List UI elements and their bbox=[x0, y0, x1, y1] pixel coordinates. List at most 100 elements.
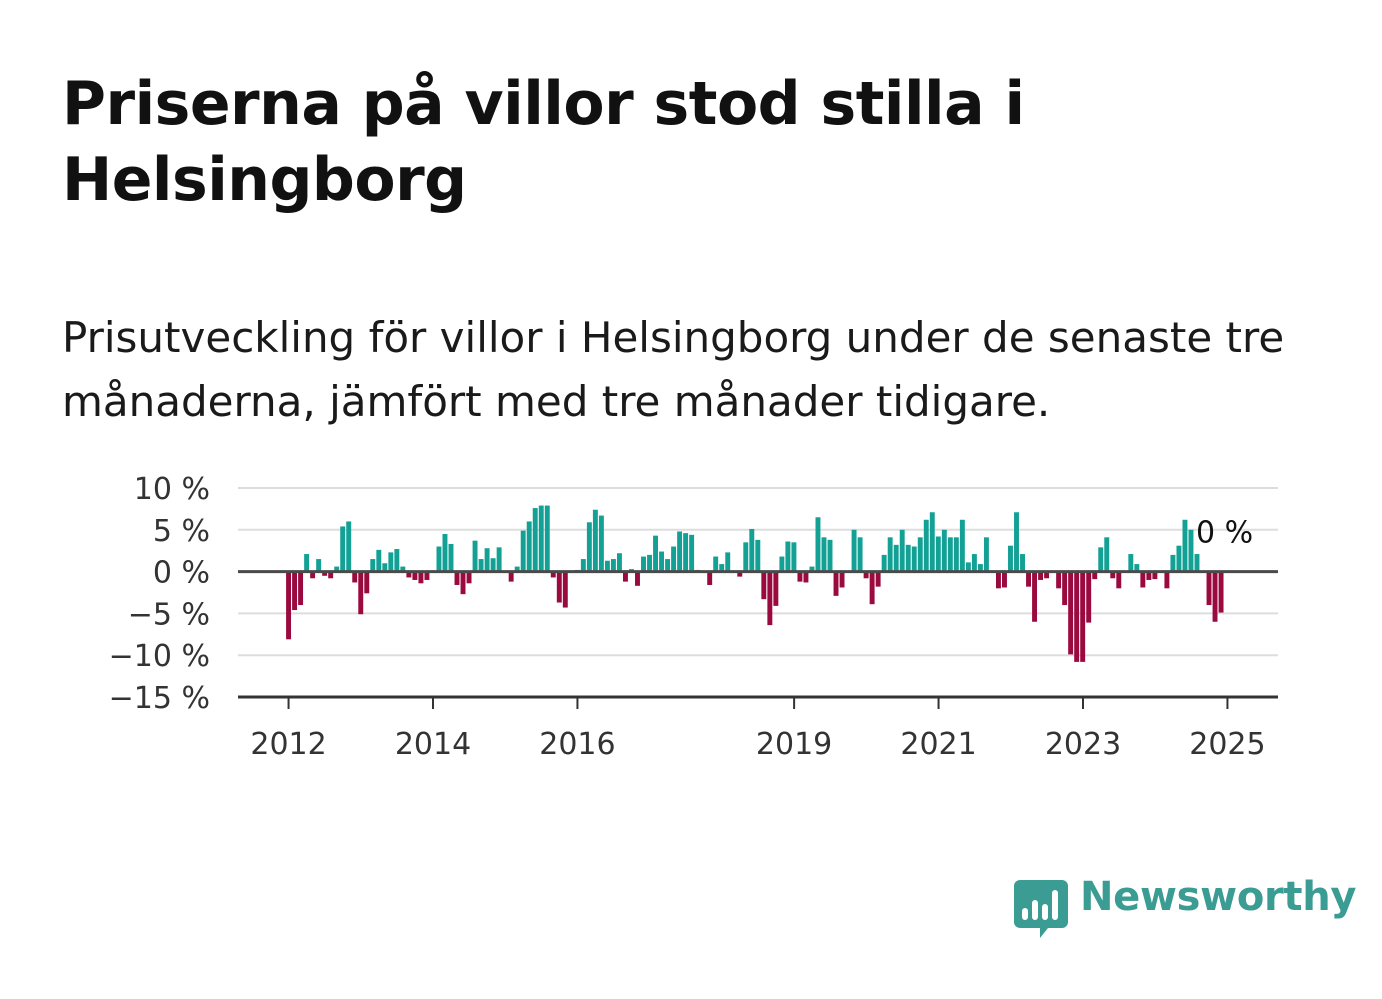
bar bbox=[881, 554, 887, 572]
bar bbox=[767, 571, 773, 626]
bar bbox=[1218, 571, 1224, 613]
bar bbox=[1086, 571, 1092, 623]
x-tick-label: 2014 bbox=[395, 727, 471, 762]
bar bbox=[454, 571, 460, 585]
bar bbox=[1128, 554, 1134, 572]
bar bbox=[1206, 571, 1212, 606]
x-tick-label: 2023 bbox=[1045, 727, 1121, 762]
bar bbox=[1080, 571, 1086, 662]
bar bbox=[316, 559, 322, 572]
bar bbox=[322, 571, 328, 576]
bar bbox=[388, 552, 394, 572]
x-tick-label: 2019 bbox=[756, 727, 832, 762]
bar bbox=[334, 566, 340, 572]
bar bbox=[442, 533, 448, 572]
bar bbox=[580, 559, 586, 572]
y-tick-label: 10 % bbox=[134, 472, 210, 507]
bar bbox=[304, 554, 310, 572]
bar bbox=[520, 530, 526, 572]
bar bbox=[797, 571, 803, 582]
bar bbox=[592, 509, 598, 572]
bar bbox=[556, 571, 562, 603]
bar bbox=[604, 560, 610, 572]
x-tick-label: 2021 bbox=[900, 727, 976, 762]
bar bbox=[1020, 554, 1025, 572]
bar bbox=[508, 571, 514, 582]
bar bbox=[616, 553, 622, 572]
bar bbox=[622, 571, 628, 582]
bar bbox=[412, 571, 418, 580]
bar bbox=[406, 571, 412, 578]
bar bbox=[1014, 512, 1019, 572]
bar bbox=[598, 515, 604, 572]
bar bbox=[340, 526, 346, 572]
bar bbox=[689, 534, 695, 572]
bar bbox=[995, 571, 1001, 589]
bar bbox=[1212, 571, 1218, 622]
bar bbox=[562, 571, 568, 608]
chart-title: Priserna på villor stod stilla i Helsing… bbox=[62, 69, 1025, 215]
x-tick-label: 2016 bbox=[539, 727, 615, 762]
bar bbox=[635, 571, 640, 586]
bar bbox=[833, 571, 839, 596]
bar bbox=[911, 546, 917, 572]
bar bbox=[286, 571, 292, 640]
bar bbox=[677, 531, 683, 572]
bar bbox=[292, 571, 298, 611]
bar bbox=[659, 551, 665, 572]
bar bbox=[683, 533, 689, 572]
bar bbox=[755, 539, 761, 572]
bar bbox=[971, 554, 977, 572]
bar bbox=[791, 542, 797, 572]
bar bbox=[1170, 554, 1176, 572]
last-value-annotation: 0 % bbox=[1196, 515, 1253, 550]
bar bbox=[1110, 571, 1116, 579]
x-tick-labels: 2012 2014 2016 2019 2021 2023 2025 bbox=[250, 697, 1266, 762]
bar bbox=[953, 537, 959, 572]
bar bbox=[719, 564, 725, 572]
bar bbox=[749, 528, 755, 572]
y-tick-labels: 10 % 5 % 0 % −5 % −10 % −15 % bbox=[109, 472, 210, 716]
bar bbox=[478, 559, 484, 572]
bar bbox=[382, 563, 388, 572]
bar bbox=[743, 542, 749, 572]
bar bbox=[400, 566, 406, 572]
bar bbox=[328, 571, 334, 579]
bar bbox=[1062, 571, 1068, 606]
bar bbox=[538, 505, 544, 572]
bar bbox=[1092, 571, 1098, 580]
bar bbox=[1188, 529, 1194, 572]
bar bbox=[905, 544, 911, 572]
y-tick-label: 5 % bbox=[153, 514, 210, 549]
bar bbox=[1002, 571, 1007, 588]
y-tick-label: −15 % bbox=[109, 681, 210, 716]
bar-chart: 10 %5 %0 %−5 %−10 %−15 % 2012 2014 2016 201… bbox=[109, 472, 1278, 762]
bar bbox=[484, 548, 490, 572]
bar bbox=[959, 519, 965, 572]
bar bbox=[917, 537, 923, 572]
bar bbox=[364, 571, 370, 594]
bar bbox=[550, 571, 556, 578]
bar bbox=[1068, 571, 1074, 655]
bar bbox=[586, 522, 592, 572]
bar bbox=[875, 571, 881, 587]
bar bbox=[761, 571, 767, 600]
bar bbox=[496, 547, 502, 572]
bar bbox=[436, 546, 442, 572]
bar bbox=[647, 554, 652, 572]
bar bbox=[827, 539, 833, 572]
bar bbox=[851, 529, 857, 572]
grid-lines bbox=[238, 487, 1278, 657]
bar bbox=[298, 571, 304, 606]
bar bbox=[424, 571, 430, 580]
bar bbox=[514, 566, 520, 572]
bar bbox=[737, 571, 743, 577]
bar bbox=[370, 559, 376, 572]
bar bbox=[346, 521, 352, 572]
bar bbox=[839, 571, 845, 588]
bar bbox=[713, 556, 719, 572]
bar bbox=[1056, 571, 1062, 589]
bar bbox=[418, 571, 424, 584]
bar bbox=[1176, 545, 1182, 572]
bar bbox=[923, 519, 929, 572]
